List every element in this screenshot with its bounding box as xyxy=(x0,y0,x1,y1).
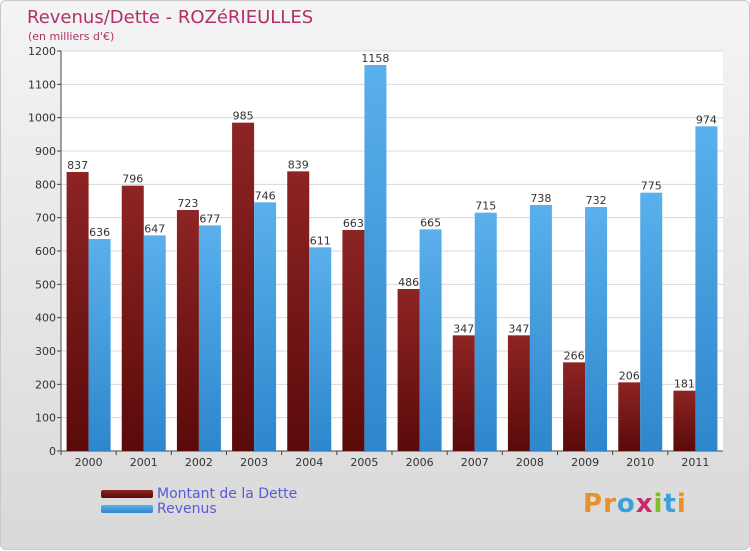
data-label-revenus: 647 xyxy=(144,222,165,235)
data-label-revenus: 738 xyxy=(530,192,551,205)
bar-revenus xyxy=(419,229,442,451)
data-label-dette: 796 xyxy=(122,173,143,186)
logo-letter: i xyxy=(653,489,664,519)
x-tick-label: 2004 xyxy=(295,456,323,469)
bar-revenus xyxy=(640,192,663,451)
data-label-dette: 663 xyxy=(343,217,364,230)
y-tick-label: 400 xyxy=(35,312,56,325)
bar-revenus xyxy=(585,207,608,451)
bar-revenus xyxy=(309,247,332,451)
y-tick-label: 100 xyxy=(35,412,56,425)
y-tick-label: 0 xyxy=(49,445,56,458)
logo-letter: o xyxy=(616,489,636,519)
bar-dette xyxy=(176,210,199,451)
y-tick-label: 500 xyxy=(35,278,56,291)
data-label-dette: 347 xyxy=(453,322,474,335)
data-label-revenus: 715 xyxy=(475,200,496,213)
x-tick-label: 2005 xyxy=(350,456,378,469)
logo-letter: r xyxy=(603,489,617,519)
data-label-dette: 266 xyxy=(564,349,585,362)
data-label-dette: 839 xyxy=(288,158,309,171)
x-tick-label: 2010 xyxy=(626,456,654,469)
data-label-revenus: 732 xyxy=(586,194,607,207)
data-label-dette: 206 xyxy=(619,369,640,382)
data-label-dette: 486 xyxy=(398,276,419,289)
data-label-revenus: 611 xyxy=(310,234,331,247)
y-tick-label: 600 xyxy=(35,245,56,258)
chart-subtitle: (en milliers d'€) xyxy=(28,30,115,43)
data-label-revenus: 1158 xyxy=(361,52,389,65)
bar-dette xyxy=(397,289,420,451)
x-tick-label: 2007 xyxy=(461,456,489,469)
bar-dette xyxy=(452,335,475,451)
bar-revenus xyxy=(695,126,718,451)
data-label-revenus: 636 xyxy=(89,226,110,239)
bar-dette xyxy=(507,335,530,451)
data-label-revenus: 665 xyxy=(420,216,441,229)
y-tick-label: 700 xyxy=(35,212,56,225)
logo-letter: t xyxy=(663,489,677,519)
data-label-revenus: 775 xyxy=(641,180,662,193)
x-tick-label: 2001 xyxy=(130,456,158,469)
proxiti-logo: Proxiti xyxy=(583,489,687,519)
data-label-dette: 837 xyxy=(67,159,88,172)
bar-dette xyxy=(563,362,586,451)
data-label-revenus: 746 xyxy=(255,189,276,202)
data-label-dette: 985 xyxy=(233,110,254,123)
logo-letter: i xyxy=(676,489,687,519)
y-tick-label: 1100 xyxy=(28,78,56,91)
x-tick-label: 2011 xyxy=(681,456,709,469)
y-tick-label: 300 xyxy=(35,345,56,358)
bar-revenus xyxy=(143,235,166,451)
chart-title: Revenus/Dette - ROZéRIEULLES xyxy=(27,7,314,28)
bar-dette xyxy=(673,390,696,451)
bar-revenus xyxy=(198,225,221,451)
bar-revenus xyxy=(474,212,497,451)
data-label-revenus: 974 xyxy=(696,113,717,126)
logo-letter: P xyxy=(583,489,604,519)
logo-letter: x xyxy=(635,489,654,519)
legend-swatch-dette xyxy=(101,490,153,498)
x-tick-label: 2003 xyxy=(240,456,268,469)
data-label-dette: 723 xyxy=(177,197,198,210)
bar-revenus xyxy=(529,205,552,451)
legend-swatch-revenus xyxy=(101,505,153,513)
bar-revenus xyxy=(254,202,277,451)
legend-label-dette: Montant de la Dette xyxy=(157,486,298,502)
x-tick-label: 2008 xyxy=(516,456,544,469)
bar-revenus xyxy=(88,239,111,451)
bar-dette xyxy=(232,122,255,452)
bar-dette xyxy=(66,172,89,451)
bar-dette xyxy=(121,185,144,451)
x-tick-label: 2000 xyxy=(75,456,103,469)
bar-dette xyxy=(342,230,365,451)
bar-dette xyxy=(618,382,641,451)
legend-label-revenus: Revenus xyxy=(157,501,217,517)
bar-revenus xyxy=(364,65,387,451)
x-tick-label: 2002 xyxy=(185,456,213,469)
data-label-revenus: 677 xyxy=(199,212,220,225)
y-tick-label: 1000 xyxy=(28,112,56,125)
bar-dette xyxy=(287,171,310,452)
x-tick-label: 2009 xyxy=(571,456,599,469)
y-tick-label: 1200 xyxy=(28,45,56,58)
y-tick-label: 900 xyxy=(35,145,56,158)
y-tick-label: 200 xyxy=(35,378,56,391)
data-label-dette: 181 xyxy=(674,378,695,391)
y-tick-label: 800 xyxy=(35,178,56,191)
x-tick-label: 2006 xyxy=(406,456,434,469)
data-label-dette: 347 xyxy=(508,322,529,335)
